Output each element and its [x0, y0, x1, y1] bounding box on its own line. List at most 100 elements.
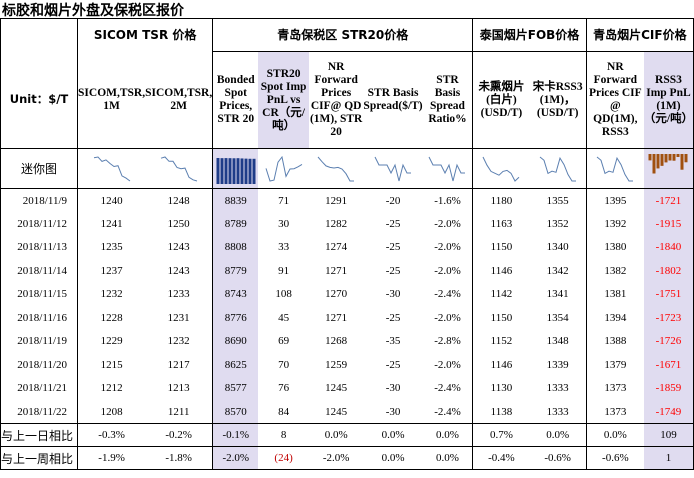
change-cell: -2.0%: [308, 446, 364, 470]
sparkline-chart: [374, 156, 412, 181]
table-row: 2018/11/9 1240 1248 8839 71 1291 -20 -1.6% 1180 1…: [0, 188, 694, 212]
row-date: 2018/11/14: [0, 259, 79, 283]
table-cell: 1232: [145, 329, 214, 353]
row-date: 2018/11/13: [0, 235, 79, 259]
table-cell: 1340: [529, 235, 587, 259]
table-cell: -25: [385, 241, 401, 254]
change-cell: -0.6%: [586, 446, 644, 470]
sparkline-cell: [472, 148, 530, 189]
table-cell: 1388: [604, 335, 627, 348]
mini-chart-label: 迷你图: [0, 148, 79, 189]
table-cell: 1211: [145, 400, 214, 424]
sparkline-cell: [586, 148, 644, 189]
table-cell: 1248: [145, 188, 214, 212]
table-cell: 70: [278, 358, 290, 371]
col-header: NR Forward Prices CIF@ QD (1M), STR 20: [308, 51, 364, 149]
table-cell: 1339: [529, 353, 587, 377]
data-rows: 2018/11/9 1240 1248 8839 71 1291 -20 -1.6% 1180 1…: [0, 188, 694, 424]
sparkline-bar: [680, 153, 684, 170]
sparkline-bar: [668, 153, 672, 161]
change-cell: -0.2%: [145, 423, 214, 447]
table-cell: -1802: [643, 259, 694, 283]
group-qingdao-cif: 青岛烟片CIF价格: [586, 18, 694, 52]
column-header-row: Unit：$/T SICOM,TSR, 1M SICOM,TSR, 2M Bon…: [0, 51, 694, 149]
table-cell: 8779: [212, 259, 259, 283]
sparkline-chart: [429, 156, 466, 181]
table-cell: 1355: [529, 188, 587, 212]
table-cell: -1749: [643, 400, 694, 424]
sparkline-chart: [648, 153, 688, 173]
change-cell: 8: [258, 423, 309, 447]
table-cell: 1382: [604, 264, 627, 277]
sparkline-line: [374, 156, 412, 181]
row-date: 2018/11/16: [0, 306, 79, 330]
table-row: 2018/11/22 1208 1211 8570 84 1245 -30 -2.4% 1138…: [0, 400, 694, 424]
group-qingdao-str20: 青岛保税区 STR20价格: [212, 18, 474, 52]
sparkline-line: [160, 155, 197, 181]
change-rows: 与上一日相比 -0.3% -0.2% -0.1% 8 0.0% 0.0% 0.0% 0.7% 0.…: [0, 423, 694, 470]
table-cell: 8808: [212, 235, 259, 259]
table-cell: 1394: [604, 311, 627, 324]
sparkline-line: [265, 155, 302, 182]
table-cell: 33: [278, 241, 290, 254]
sparkline-bar: [676, 153, 680, 157]
sparkline-bar: [244, 158, 248, 184]
table-cell: 84: [278, 405, 290, 418]
change-cell: -2.0%: [212, 446, 259, 470]
sparkline-cell: [308, 148, 364, 189]
table-cell: 1215: [100, 358, 123, 371]
table-row: 2018/11/21 1212 1213 8577 76 1245 -30 -2.4% 1130…: [0, 376, 694, 400]
table-cell: 1352: [529, 212, 587, 236]
sparkline-cell: [422, 148, 474, 189]
table-cell: -1723: [643, 306, 694, 330]
table-cell: 1213: [145, 376, 214, 400]
table-cell: -1859: [643, 376, 694, 400]
group-sicom: SICOM TSR 价格: [77, 18, 214, 52]
table-cell: 1354: [529, 306, 587, 330]
col-header: 宋卡RSS3 (1M)，(USD/T): [529, 51, 587, 149]
table-cell: 1150: [490, 241, 513, 254]
table-cell: 1146: [490, 358, 513, 371]
sparkline-bar: [656, 153, 660, 168]
table-cell: 1208: [100, 405, 123, 418]
change-cell: -0.1%: [212, 423, 259, 447]
change-cell: -1.8%: [145, 446, 214, 470]
table-cell: 8839: [212, 188, 259, 212]
sparkline-bar: [232, 157, 236, 184]
table-cell: 1163: [490, 217, 513, 230]
table-cell: 1233: [145, 282, 214, 306]
table-cell: 1392: [604, 217, 627, 230]
col-header: STR20 Spot Imp PnL vs CR（元/吨）: [258, 51, 309, 149]
table-cell: 30: [278, 217, 290, 230]
table-cell: 1237: [100, 264, 123, 277]
table-cell: 1130: [490, 382, 513, 395]
table-cell: 69: [278, 335, 290, 348]
table-cell: 1250: [145, 212, 214, 236]
group-thai-fob: 泰国烟片FOB价格: [472, 18, 587, 52]
change-row: 与上一日相比 -0.3% -0.2% -0.1% 8 0.0% 0.0% 0.0% 0.7% 0.…: [0, 423, 694, 447]
table-cell: 1270: [325, 288, 348, 301]
table-cell: 1243: [145, 259, 214, 283]
col-header: STR Basis Spread($/T): [363, 51, 423, 149]
sparkline-cell: [363, 148, 423, 189]
row-date: 2018/11/22: [0, 400, 79, 424]
col-header: Bonded Spot Prices, STR 20: [212, 51, 259, 149]
change-cell: 0.0%: [422, 423, 474, 447]
sparkline-chart: [160, 155, 197, 181]
sparkline-line: [539, 156, 576, 181]
table-cell: 8625: [212, 353, 259, 377]
table-cell: 1231: [145, 306, 214, 330]
table-cell: -1751: [643, 282, 694, 306]
table-row: 2018/11/14 1237 1243 8779 91 1271 -25 -2.0% 1146…: [0, 259, 694, 283]
table-row: 2018/11/16 1228 1231 8776 45 1271 -25 -2.0% 1150…: [0, 306, 694, 330]
table-cell: 71: [278, 194, 290, 207]
change-cell: 0.0%: [363, 446, 423, 470]
sparkline-bar: [220, 157, 224, 184]
sparkline-bar: [684, 153, 688, 162]
col-header: NR Forward Prices CIF @ QD(1M), RSS3: [586, 51, 644, 149]
table-cell: 1152: [490, 335, 513, 348]
table-cell: 1380: [604, 241, 627, 254]
change-cell: 0.0%: [586, 423, 644, 447]
table-cell: -1915: [643, 212, 694, 236]
change-cell: -0.6%: [529, 446, 587, 470]
